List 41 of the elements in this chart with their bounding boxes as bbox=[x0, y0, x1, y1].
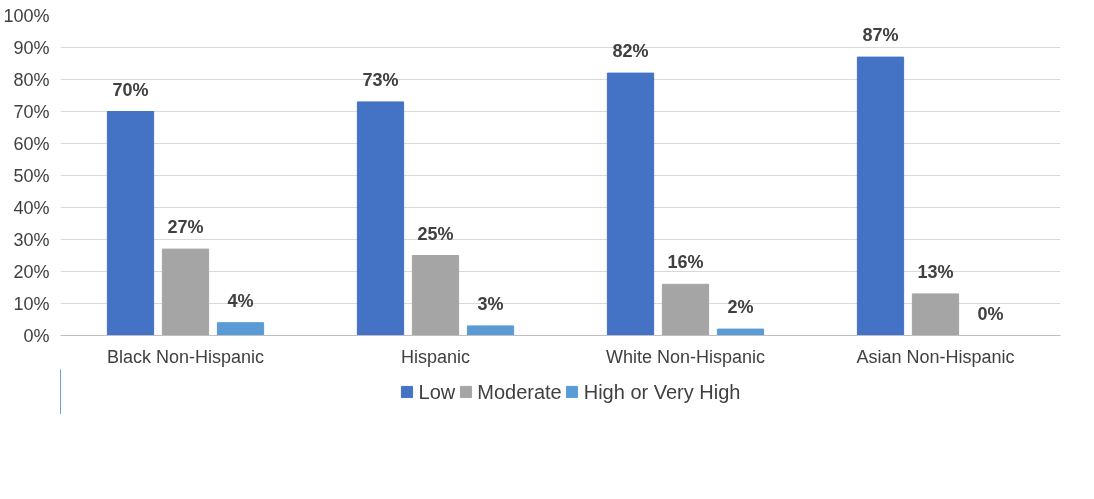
data-label: 25% bbox=[417, 223, 454, 244]
y-tick-label: 90% bbox=[13, 37, 50, 58]
bar bbox=[606, 72, 655, 336]
bar bbox=[106, 111, 155, 336]
bar bbox=[161, 248, 210, 336]
legend-label: High or Very High bbox=[583, 380, 741, 403]
data-label: 87% bbox=[862, 25, 899, 46]
bar bbox=[411, 255, 460, 336]
y-tick-label: 0% bbox=[23, 325, 50, 346]
bar bbox=[216, 322, 265, 336]
y-tick-label: 70% bbox=[13, 101, 50, 122]
bar bbox=[661, 283, 710, 336]
y-tick-label: 40% bbox=[13, 197, 50, 218]
y-tick-label: 80% bbox=[13, 69, 50, 90]
data-label: 0% bbox=[977, 303, 1004, 324]
bar bbox=[856, 56, 905, 336]
y-tick-label: 20% bbox=[13, 261, 50, 282]
bar bbox=[911, 293, 960, 336]
y-tick-label: 100% bbox=[3, 5, 50, 26]
data-label: 3% bbox=[477, 293, 504, 314]
data-label: 4% bbox=[227, 290, 254, 311]
x-tick-label: White Non-Hispanic bbox=[605, 346, 766, 367]
y-tick-label: 10% bbox=[13, 293, 50, 314]
x-tick-label: Asian Non-Hispanic bbox=[856, 346, 1015, 367]
y-tick-label: 30% bbox=[13, 229, 50, 250]
legend-label: Moderate bbox=[477, 380, 562, 403]
legend-label: Low bbox=[418, 380, 456, 403]
x-tick-label: Hispanic bbox=[400, 346, 471, 367]
y-tick-label: 50% bbox=[13, 165, 50, 186]
data-label: 27% bbox=[167, 217, 204, 238]
data-label: 73% bbox=[362, 69, 399, 90]
bar bbox=[716, 328, 765, 336]
data-label: 16% bbox=[667, 252, 704, 273]
bar bbox=[356, 101, 405, 336]
y-tick-label: 60% bbox=[13, 133, 50, 154]
bar bbox=[466, 325, 515, 336]
data-label: 13% bbox=[917, 261, 954, 282]
data-label: 82% bbox=[612, 41, 649, 62]
data-label: 70% bbox=[112, 79, 149, 100]
x-tick-label: Black Non-Hispanic bbox=[106, 346, 265, 367]
data-label: 2% bbox=[727, 297, 754, 318]
